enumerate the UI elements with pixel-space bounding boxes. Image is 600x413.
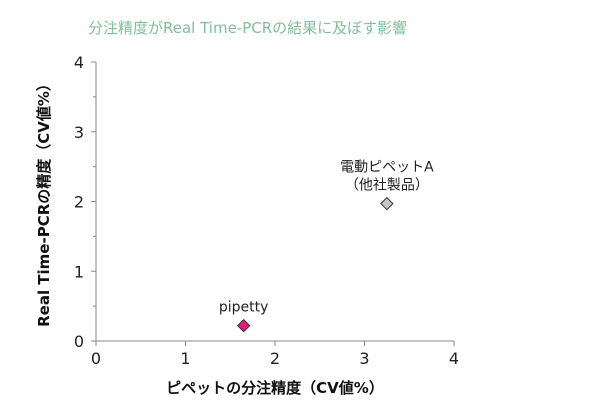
x-tick-label: 0 xyxy=(91,349,101,368)
x-tick-label: 2 xyxy=(270,349,280,368)
data-point-1 xyxy=(236,318,251,333)
x-axis-label: ピペットの分注精度（CV値%） xyxy=(166,379,384,397)
y-tick-label: 4 xyxy=(74,53,84,72)
x-ticks: 0 1 2 3 4 xyxy=(91,341,459,368)
x-tick-label: 3 xyxy=(359,349,369,368)
y-tick-label: 2 xyxy=(74,193,84,212)
x-tick-label: 4 xyxy=(449,349,459,368)
y-axis-label: Real Time-PCRの精度（CV値%） xyxy=(35,76,53,327)
x-tick-label: 1 xyxy=(180,349,190,368)
data-point-label: （他社製品） xyxy=(345,178,429,194)
data-point-2 xyxy=(380,196,394,211)
y-tick-label: 0 xyxy=(74,332,84,351)
y-ticks: 0 1 2 3 4 xyxy=(74,53,96,351)
y-tick-label: 1 xyxy=(74,262,84,281)
data-points: pipetty 電動ピペットA （他社製品） xyxy=(219,160,434,333)
axes xyxy=(95,62,454,342)
data-point-label: pipetty xyxy=(219,300,269,316)
data-point-label: 電動ピペットA xyxy=(340,160,434,176)
y-tick-label: 3 xyxy=(74,123,84,142)
chart-title: 分注精度がReal Time-PCRの結果に及ぼす影響 xyxy=(88,19,407,37)
